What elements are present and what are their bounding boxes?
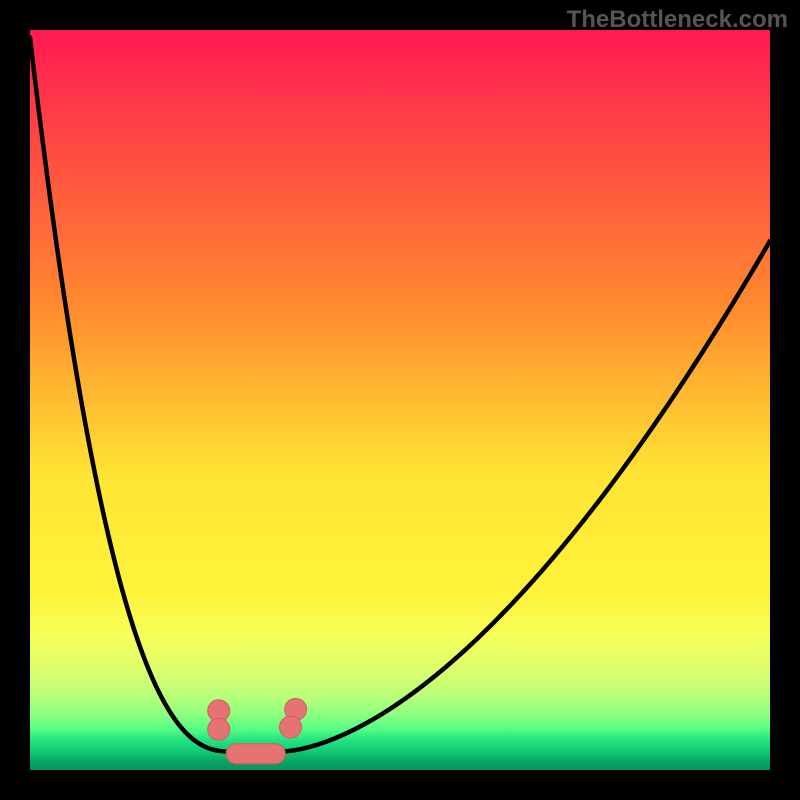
- plot-background: [30, 30, 770, 770]
- marker-bar: [226, 744, 285, 764]
- watermark-text: TheBottleneck.com: [567, 6, 788, 34]
- marker-dot-right-lower: [279, 716, 301, 738]
- chart-svg: [0, 0, 800, 800]
- chart-frame: TheBottleneck.com: [0, 0, 800, 800]
- marker-dot-left-lower: [208, 718, 230, 740]
